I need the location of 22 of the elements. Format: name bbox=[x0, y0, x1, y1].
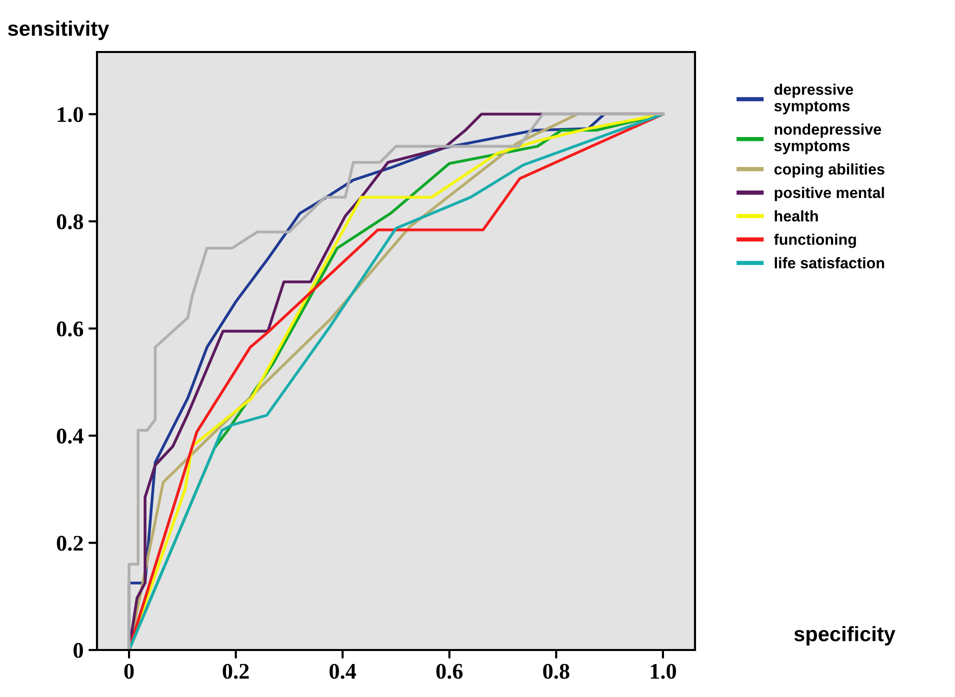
x-tick-label: 0.2 bbox=[222, 664, 249, 679]
legend-label: coping abilities bbox=[774, 163, 884, 178]
y-tick-label: 0 bbox=[74, 642, 83, 658]
x-tick-label: 0.6 bbox=[436, 664, 463, 679]
x-tick-label: 0 bbox=[124, 664, 134, 679]
y-tick-label: 0.4 bbox=[56, 428, 84, 444]
legend-label: depressive symptoms bbox=[774, 84, 854, 114]
x-tick-label: 1.0 bbox=[650, 664, 676, 679]
legend-label: positive mental bbox=[774, 186, 884, 202]
y-tick-label: 0.6 bbox=[56, 321, 84, 337]
legend-label: life satisfaction bbox=[774, 257, 884, 268]
x-axis-title: specificity bbox=[794, 626, 896, 646]
y-tick-label: 0.8 bbox=[56, 214, 84, 230]
x-tick-label: 0.8 bbox=[543, 664, 570, 679]
x-tick-label: 0.4 bbox=[330, 664, 356, 679]
legend-label: functioning bbox=[774, 234, 856, 248]
line-series bbox=[128, 112, 664, 650]
legend-label: health bbox=[774, 210, 818, 222]
y-tick-label: 1.0 bbox=[58, 107, 83, 122]
legend-label: nondepressive symptoms bbox=[774, 124, 882, 154]
y-axis-title: sensitivity bbox=[8, 20, 110, 40]
y-tick-label: 0.2 bbox=[56, 536, 83, 551]
